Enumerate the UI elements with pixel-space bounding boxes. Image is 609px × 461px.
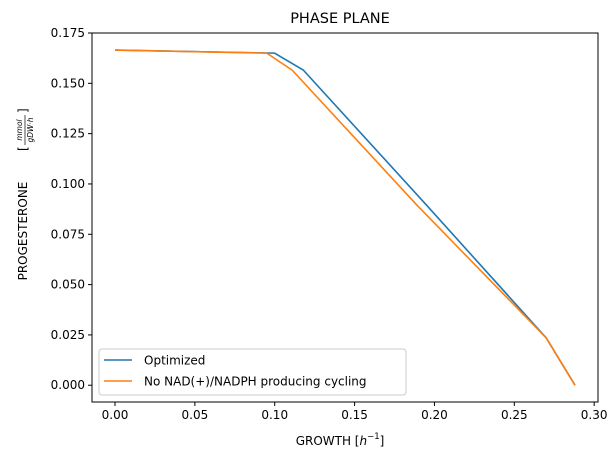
x-tick-label: 0.10 xyxy=(261,408,288,422)
y-tick-label: 0.050 xyxy=(51,278,85,292)
series-line-0 xyxy=(114,49,576,386)
y-tick-label: 0.000 xyxy=(51,378,85,392)
plot-area xyxy=(91,32,599,403)
legend-label-optimized: Optimized xyxy=(144,354,205,368)
x-tick-label: 0.20 xyxy=(421,408,448,422)
y-tick-label: 0.025 xyxy=(51,328,85,342)
y-axis-label-denominator: gDW·h xyxy=(26,117,35,142)
y-axis-label-text: PROGESTERONE xyxy=(16,182,30,281)
chart-title: PHASE PLANE xyxy=(290,11,390,27)
y-axis-label: PROGESTERONE [ mmol gDW·h ] xyxy=(15,108,35,280)
y-tick-label: 0.100 xyxy=(51,177,85,191)
x-axis-label-math: h xyxy=(359,434,367,448)
x-tick-label: 0.30 xyxy=(581,408,608,422)
legend-frame xyxy=(98,348,407,396)
x-axis-label-text: GROWTH [ xyxy=(296,434,360,448)
x-axis-label-close: ] xyxy=(380,434,385,448)
series-layer xyxy=(114,49,576,386)
y-tick-label: 0.150 xyxy=(51,76,85,90)
y-tick-label: 0.125 xyxy=(51,127,85,141)
x-tick-label: 0.05 xyxy=(182,408,209,422)
series-line-1 xyxy=(114,49,576,386)
x-axis-ticks: 0.00 0.05 0.10 0.15 0.20 0.25 0.30 xyxy=(102,402,608,422)
legend-label-no-nad-nadph: No NAD(+)/NADPH producing cycling xyxy=(144,375,367,389)
x-axis-label: GROWTH [h−1] xyxy=(296,432,385,448)
x-axis-label-sup: −1 xyxy=(367,432,380,442)
x-tick-label: 0.15 xyxy=(341,408,368,422)
y-axis-ticks: 0.000 0.025 0.050 0.075 0.100 0.125 0.150 0.175 xyxy=(51,26,92,392)
y-tick-label: 0.075 xyxy=(51,227,85,241)
y-tick-label: 0.175 xyxy=(51,26,85,40)
legend: Optimized No NAD(+)/NADPH producing cycl… xyxy=(98,348,407,396)
x-tick-label: 0.25 xyxy=(501,408,528,422)
plot-frame xyxy=(91,32,599,403)
y-axis-label-bracket-open: [ xyxy=(16,146,30,151)
y-axis-label-numerator: mmol xyxy=(15,118,24,140)
y-axis-label-bracket-close: ] xyxy=(16,108,30,113)
x-tick-label: 0.00 xyxy=(102,408,129,422)
